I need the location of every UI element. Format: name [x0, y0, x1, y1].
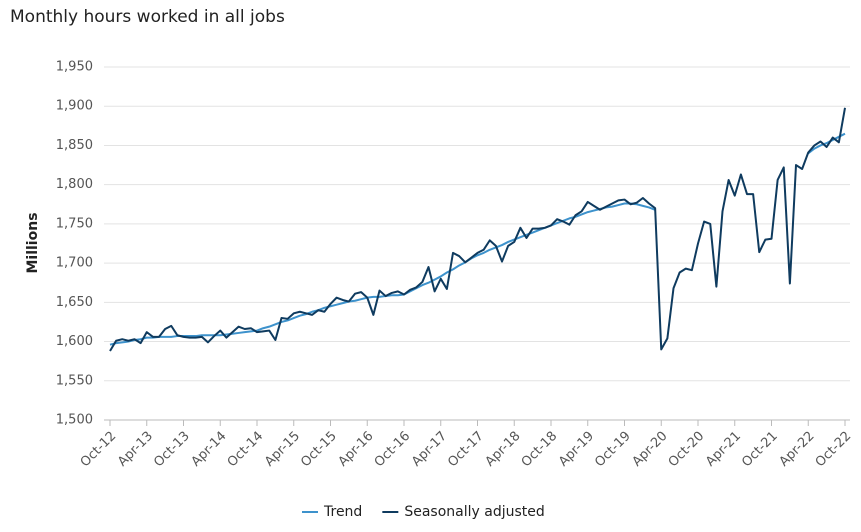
chart-title: Monthly hours worked in all jobs	[10, 7, 285, 27]
y-tick-label: 1,500	[56, 413, 93, 428]
x-tick-label: Oct-17	[445, 429, 487, 471]
x-tick-label: Oct-14	[225, 429, 267, 471]
x-tick-label: Apr-19	[556, 429, 597, 470]
x-tick-label: Oct-22	[813, 429, 855, 471]
x-tick-label: Apr-14	[189, 429, 230, 470]
y-tick-label: 1,600	[56, 334, 93, 349]
y-tick-label: 1,650	[56, 295, 93, 310]
y-tick-label: 1,550	[56, 373, 93, 388]
y-tick-label: 1,800	[56, 177, 93, 192]
x-tick-label: Apr-16	[336, 429, 377, 470]
x-tick-label: Oct-13	[151, 429, 193, 471]
x-tick-label: Oct-16	[372, 429, 414, 471]
x-tick-label: Apr-22	[777, 429, 818, 470]
y-tick-label: 1,700	[56, 256, 93, 271]
legend-label: Trend	[323, 504, 362, 520]
y-tick-label: 1,900	[56, 99, 93, 114]
series-line	[109, 132, 846, 346]
y-tick-label: 1,950	[56, 60, 93, 75]
y-tick-label: 1,850	[56, 138, 93, 153]
x-tick-label: Oct-18	[519, 429, 561, 471]
y-tick-label: 1,750	[56, 216, 93, 231]
x-tick-label: Oct-12	[78, 429, 120, 471]
x-tick-label: Apr-13	[115, 429, 156, 470]
x-tick-label: Oct-20	[666, 429, 708, 471]
y-axis-title: Millions	[25, 212, 41, 273]
x-tick-label: Apr-15	[262, 429, 303, 470]
legend-label: Seasonally adjusted	[404, 504, 544, 520]
x-tick-label: Apr-17	[409, 429, 450, 470]
x-tick-label: Oct-21	[739, 429, 781, 471]
x-tick-label: Apr-21	[703, 429, 744, 470]
series-line	[109, 107, 846, 352]
x-tick-label: Oct-15	[298, 429, 340, 471]
x-tick-label: Oct-19	[592, 429, 634, 471]
x-tick-label: Apr-18	[483, 429, 524, 470]
x-tick-label: Apr-20	[630, 429, 671, 470]
